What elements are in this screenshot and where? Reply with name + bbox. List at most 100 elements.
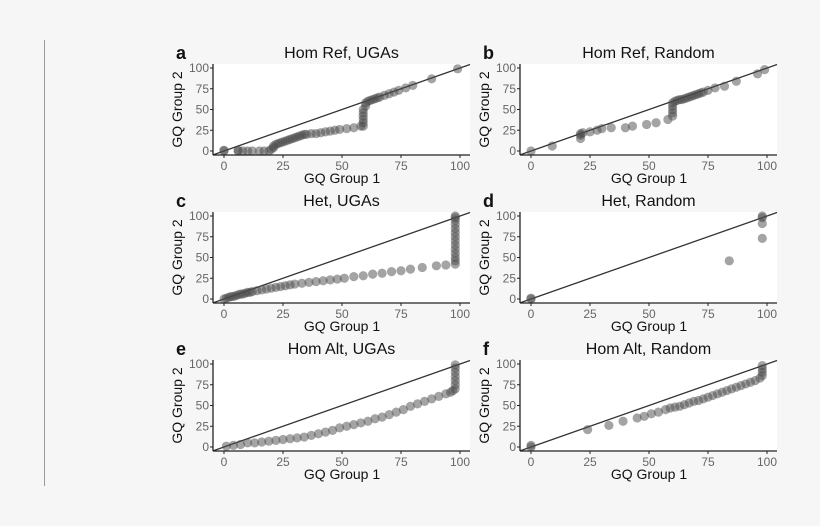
data-point bbox=[247, 146, 257, 156]
y-tick-label: 75 bbox=[196, 378, 210, 392]
data-point bbox=[646, 409, 656, 419]
y-tick-label: 25 bbox=[196, 419, 210, 433]
data-point bbox=[757, 361, 767, 371]
y-tick-label: 0 bbox=[509, 440, 516, 454]
data-point bbox=[285, 434, 295, 444]
data-point bbox=[639, 411, 649, 421]
data-point bbox=[627, 121, 638, 131]
y-tick-label: 25 bbox=[503, 419, 517, 433]
data-point bbox=[427, 394, 437, 404]
data-point bbox=[434, 391, 444, 401]
y-tick-label: 50 bbox=[196, 399, 210, 413]
y-axis-label: GQ Group 2 bbox=[169, 219, 185, 295]
data-point bbox=[420, 396, 430, 406]
data-point bbox=[597, 123, 607, 134]
data-point bbox=[257, 437, 267, 447]
data-point bbox=[349, 271, 359, 282]
y-tick-label: 100 bbox=[496, 61, 516, 75]
data-point bbox=[306, 430, 316, 440]
panel-d: d Het, Random 0 25 50 75 100 0 25 50 75 100 GQ Group… bbox=[476, 191, 777, 334]
data-point bbox=[651, 118, 661, 128]
panel-title: Hom Alt, UGAs bbox=[288, 341, 396, 358]
reference-line-y-equals-x bbox=[519, 211, 778, 304]
x-tick-label: 25 bbox=[276, 307, 290, 321]
data-point bbox=[290, 279, 300, 289]
data-points bbox=[526, 361, 767, 452]
y-tick-label: 75 bbox=[503, 82, 517, 96]
panel-letter: f bbox=[483, 339, 490, 359]
x-tick-label: 25 bbox=[583, 159, 597, 173]
x-tick-label: 75 bbox=[394, 159, 408, 173]
data-point bbox=[453, 64, 463, 74]
data-point bbox=[526, 293, 536, 303]
data-point bbox=[401, 83, 411, 93]
data-point bbox=[526, 440, 536, 450]
data-point bbox=[377, 412, 387, 422]
data-points bbox=[219, 211, 460, 304]
data-point bbox=[710, 83, 720, 93]
panel-a: a Hom Ref, UGAs 0 25 50 75 100 0 25 50 75 100 GQ Gro… bbox=[169, 43, 470, 186]
data-point bbox=[342, 421, 352, 431]
panel-title: Hom Alt, Random bbox=[586, 341, 711, 358]
data-point bbox=[377, 268, 387, 278]
data-point bbox=[391, 407, 401, 417]
y-axis-label: GQ Group 2 bbox=[476, 71, 492, 147]
data-point bbox=[394, 85, 404, 96]
x-axis-label: GQ Group 1 bbox=[304, 318, 380, 334]
data-point bbox=[342, 123, 352, 134]
y-tick-label: 50 bbox=[503, 103, 517, 117]
data-point bbox=[724, 256, 734, 266]
data-point bbox=[327, 425, 338, 435]
data-point bbox=[363, 416, 373, 426]
data-point bbox=[386, 267, 397, 277]
panel-c: c Het, UGAs 0 25 50 75 100 0 25 50 75 100 GQ Group 1… bbox=[169, 191, 470, 334]
data-point bbox=[335, 124, 345, 135]
y-tick-label: 0 bbox=[202, 440, 209, 454]
data-point bbox=[219, 145, 229, 155]
data-point bbox=[318, 276, 328, 286]
y-tick-label: 50 bbox=[196, 251, 210, 265]
y-tick-label: 75 bbox=[503, 230, 517, 244]
x-tick-label: 0 bbox=[528, 455, 535, 469]
y-axis-label: GQ Group 2 bbox=[169, 367, 185, 443]
data-point bbox=[297, 278, 307, 288]
data-point bbox=[311, 276, 321, 287]
data-point bbox=[408, 80, 418, 91]
data-point bbox=[757, 211, 767, 221]
panel-e: e Hom Alt, UGAs 0 25 50 75 100 0 25 50 75 100 GQ Gro… bbox=[169, 339, 470, 482]
y-tick-label: 75 bbox=[196, 230, 210, 244]
x-tick-label: 100 bbox=[450, 307, 470, 321]
x-tick-label: 50 bbox=[642, 307, 656, 321]
y-axis-label: GQ Group 2 bbox=[476, 219, 492, 295]
x-tick-label: 0 bbox=[221, 159, 228, 173]
data-point bbox=[441, 260, 451, 270]
data-point bbox=[335, 423, 345, 433]
reference-line-y-equals-x bbox=[212, 359, 471, 452]
data-point bbox=[405, 401, 416, 411]
data-point bbox=[235, 439, 246, 450]
data-point bbox=[606, 123, 616, 133]
reference-line-y-equals-x bbox=[519, 359, 778, 452]
x-tick-label: 25 bbox=[276, 455, 290, 469]
data-points bbox=[219, 64, 463, 156]
x-tick-label: 50 bbox=[335, 307, 349, 321]
x-tick-label: 25 bbox=[583, 455, 597, 469]
data-point bbox=[325, 275, 335, 285]
y-tick-label: 100 bbox=[189, 209, 209, 223]
data-point bbox=[339, 273, 349, 283]
x-tick-label: 25 bbox=[583, 307, 597, 321]
x-tick-label: 75 bbox=[701, 455, 715, 469]
data-point bbox=[384, 410, 394, 420]
panel-title: Het, UGAs bbox=[303, 193, 379, 210]
y-tick-label: 0 bbox=[202, 144, 209, 158]
data-points bbox=[221, 360, 460, 451]
x-tick-label: 100 bbox=[757, 307, 777, 321]
panel-letter: d bbox=[483, 191, 494, 211]
panel-letter: c bbox=[176, 191, 186, 211]
data-point bbox=[370, 414, 380, 424]
data-point bbox=[250, 438, 260, 448]
data-point bbox=[620, 123, 631, 133]
x-tick-label: 100 bbox=[757, 159, 777, 173]
x-tick-label: 0 bbox=[221, 307, 228, 321]
data-point bbox=[618, 416, 628, 426]
